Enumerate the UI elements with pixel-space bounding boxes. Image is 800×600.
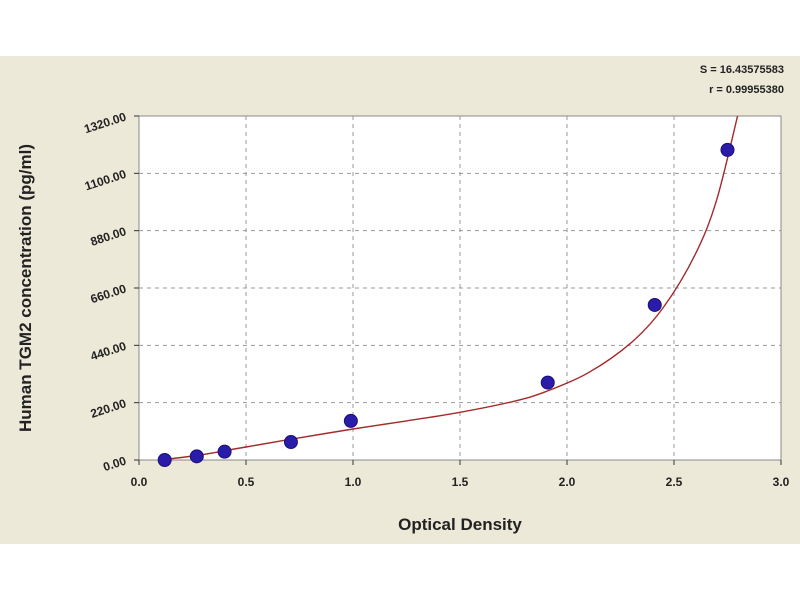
data-point	[343, 413, 358, 428]
x-tick-label: 0.5	[238, 475, 255, 489]
y-tick-label: 1100.00	[83, 167, 128, 194]
x-tick-label: 1.0	[345, 475, 362, 489]
y-tick-label: 220.00	[89, 396, 129, 421]
y-tick-label: 1320.00	[82, 109, 128, 136]
x-tick-label: 2.0	[559, 475, 576, 489]
data-point	[540, 375, 555, 390]
stat-s-value: S = 16.43575583	[700, 64, 784, 76]
x-axis-ticks: 0.0 0.5 1.0 1.5 2.0 2.5 3.0	[131, 460, 790, 489]
y-axis-title: Human TGM2 concentration (pg/ml)	[16, 144, 35, 432]
y-tick-label: 0.00	[101, 453, 128, 474]
grid-lines	[139, 116, 781, 460]
fitted-curve	[160, 116, 739, 460]
data-point	[217, 444, 232, 459]
y-tick-label: 880.00	[89, 224, 129, 249]
x-tick-label: 3.0	[773, 475, 790, 489]
x-tick-label: 1.5	[452, 475, 469, 489]
fitted-curve-layer	[160, 116, 739, 460]
x-axis-title: Optical Density	[398, 515, 522, 534]
x-tick-label: 0.0	[131, 475, 148, 489]
stat-r-value: r = 0.99955380	[709, 84, 784, 96]
data-point	[720, 142, 735, 157]
data-point	[283, 435, 298, 450]
data-point	[189, 449, 204, 464]
y-tick-label: 660.00	[89, 281, 129, 306]
data-point	[647, 297, 662, 312]
x-tick-label: 2.5	[666, 475, 683, 489]
y-tick-label: 440.00	[89, 339, 129, 364]
data-point	[157, 453, 172, 467]
y-axis-ticks: 0.00 220.00 440.00 660.00 880.00 1100.00 1320.…	[82, 109, 139, 474]
data-points	[157, 142, 735, 467]
